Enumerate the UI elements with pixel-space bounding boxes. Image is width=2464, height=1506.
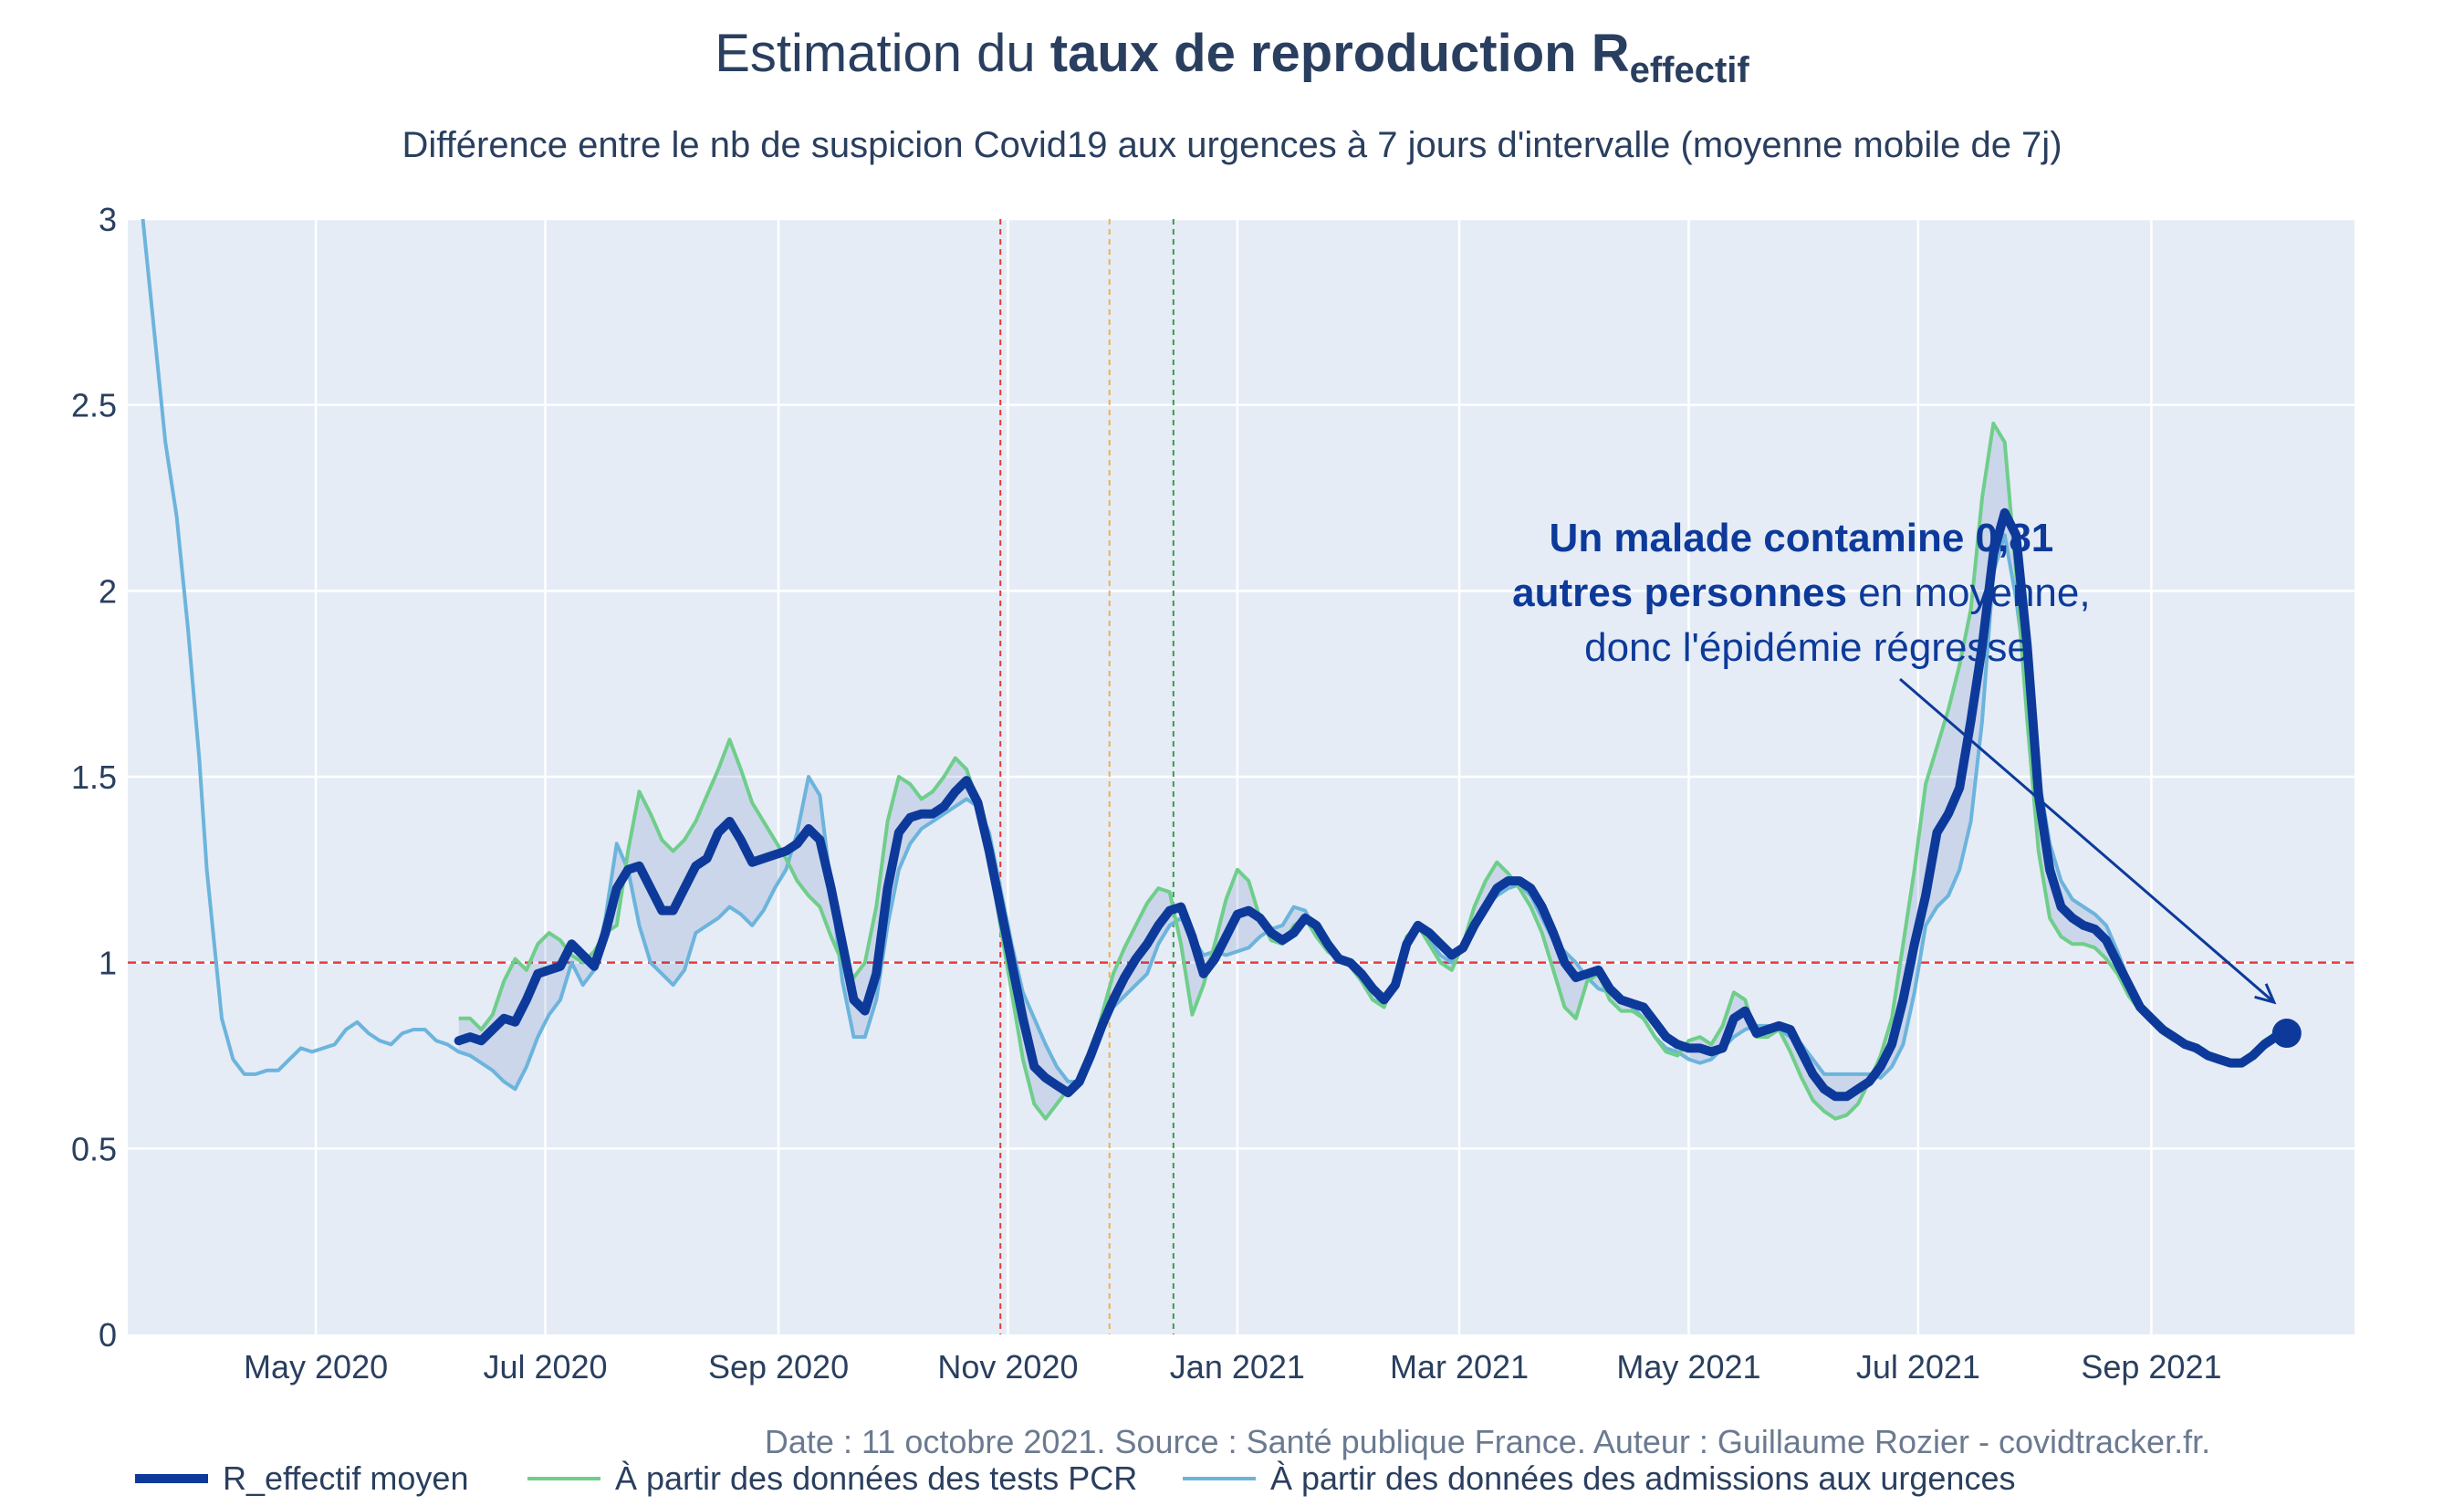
x-tick-label: May 2020 bbox=[244, 1348, 388, 1386]
chart-subtitle: Différence entre le nb de suspicion Covi… bbox=[402, 125, 2062, 165]
chart-title: Estimation du taux de reproduction Reffe… bbox=[715, 24, 1749, 90]
x-tick-label: Nov 2020 bbox=[937, 1348, 1078, 1386]
y-tick-label: 2 bbox=[99, 572, 117, 610]
series-line-r-effectif-moyen bbox=[454, 507, 2292, 1102]
y-tick-label: 1 bbox=[99, 945, 117, 982]
source-note: Date : 11 octobre 2021. Source : Santé p… bbox=[765, 1423, 2210, 1460]
x-tick-label: Jan 2021 bbox=[1170, 1348, 1305, 1386]
x-tick-label: Sep 2021 bbox=[2081, 1348, 2221, 1386]
annotation-arrow bbox=[1899, 677, 2275, 1004]
x-tick-label: Jul 2020 bbox=[483, 1348, 607, 1386]
x-tick-label: Mar 2021 bbox=[1390, 1348, 1529, 1386]
y-tick-label: 3 bbox=[99, 201, 117, 238]
annotation-arrowhead bbox=[2254, 983, 2277, 1005]
x-tick-label: May 2021 bbox=[1616, 1348, 1760, 1386]
last-point-marker bbox=[2271, 1019, 2302, 1049]
x-tick-label: Sep 2020 bbox=[708, 1348, 849, 1386]
series-lines bbox=[141, 218, 2302, 1121]
y-tick-label: 2.5 bbox=[71, 387, 117, 424]
annotation-text: Un malade contamine 0,81 autres personne… bbox=[1512, 516, 2102, 670]
legend-label: R_effectif moyen bbox=[223, 1459, 468, 1497]
x-tick-label: Jul 2021 bbox=[1856, 1348, 1980, 1386]
legend-label: À partir des données des tests PCR bbox=[615, 1459, 1137, 1497]
annotation: Un malade contamine 0,81 autres personne… bbox=[1512, 516, 2277, 1005]
y-tick-label: 0.5 bbox=[71, 1130, 117, 1167]
series-line-pcr bbox=[458, 422, 2288, 1121]
y-tick-label: 1.5 bbox=[71, 758, 117, 796]
vertical-markers bbox=[999, 219, 1175, 1334]
legend-label: À partir des données des admissions aux … bbox=[1270, 1459, 2015, 1497]
series-line-urgences bbox=[141, 218, 2288, 1092]
legend: R_effectif moyen À partir des données des… bbox=[135, 1459, 2015, 1497]
y-tick-label: 0 bbox=[99, 1316, 117, 1354]
y-axis: 0 0.5 1 1.5 2 2.5 3 bbox=[71, 201, 117, 1354]
x-axis: May 2020 Jul 2020 Sep 2020 Nov 2020 Jan 2021… bbox=[244, 1348, 2221, 1386]
